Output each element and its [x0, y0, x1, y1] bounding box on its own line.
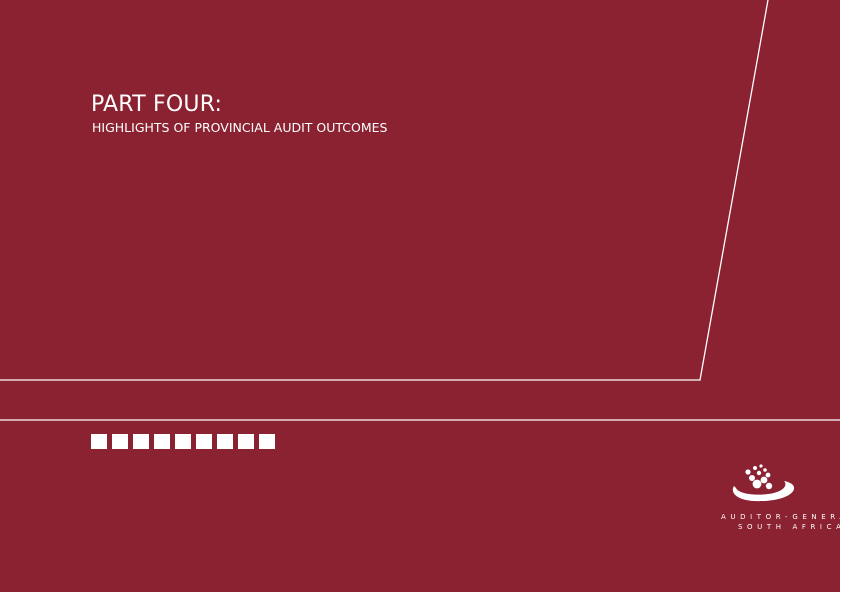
- title-block: PART FOUR: HIGHLIGHTS OF PROVINCIAL AUDI…: [91, 91, 387, 136]
- decorative-square: [238, 434, 254, 449]
- decorative-square: [217, 434, 233, 449]
- decorative-square: [112, 434, 128, 449]
- logo-text-line1: AUDITOR-GENERAL: [721, 513, 842, 521]
- auditor-general-logo: AUDITOR-GENERAL SOUTH AFRICA: [718, 460, 842, 532]
- decorative-square: [259, 434, 275, 449]
- square-row: [91, 434, 275, 449]
- frame-line: [0, 0, 769, 381]
- decorative-square: [91, 434, 107, 449]
- decorative-square: [154, 434, 170, 449]
- decorative-square: [175, 434, 191, 449]
- logo-emblem-icon: [732, 464, 795, 502]
- decorative-square: [196, 434, 212, 449]
- decorative-square: [133, 434, 149, 449]
- logo-text-line2: SOUTH AFRICA: [738, 523, 842, 531]
- part-subtitle: HIGHLIGHTS OF PROVINCIAL AUDIT OUTCOMES: [92, 120, 388, 135]
- part-title: PART FOUR:: [91, 92, 223, 117]
